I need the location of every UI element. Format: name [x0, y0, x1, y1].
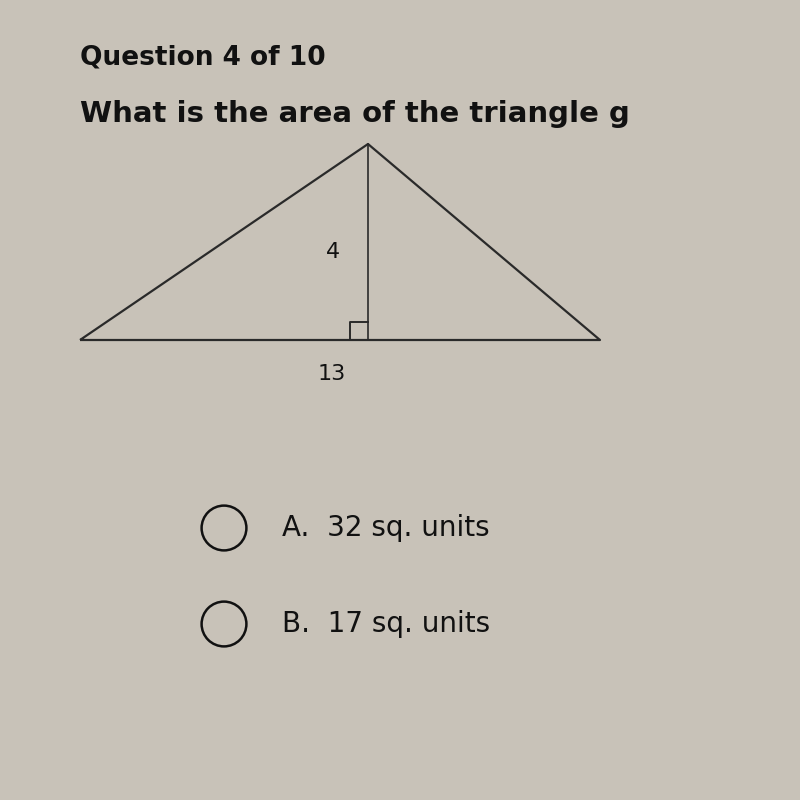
Text: Question 4 of 10: Question 4 of 10 — [80, 44, 326, 70]
Text: What is the area of the triangle g: What is the area of the triangle g — [80, 100, 630, 128]
Text: B.  17 sq. units: B. 17 sq. units — [282, 610, 490, 638]
Text: 13: 13 — [318, 364, 346, 384]
Text: 4: 4 — [326, 242, 340, 262]
Text: A.  32 sq. units: A. 32 sq. units — [282, 514, 490, 542]
